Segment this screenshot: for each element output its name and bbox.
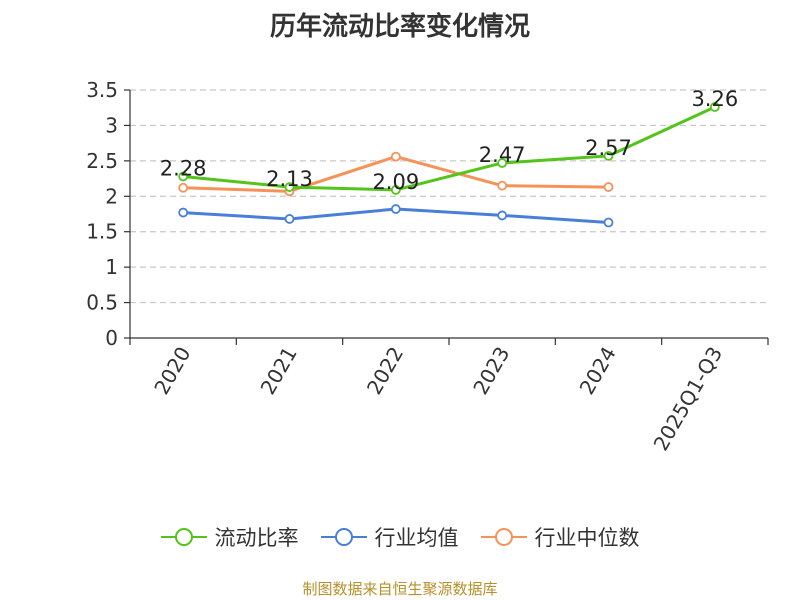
series-line — [183, 105, 716, 192]
data-label: 2.09 — [372, 170, 419, 194]
data-label: 2.47 — [479, 143, 526, 167]
x-tick-label: 2023 — [468, 342, 514, 398]
legend-marker-green — [160, 528, 207, 546]
legend-label: 行业均值 — [374, 526, 459, 550]
legend: 流动比率 行业均值 行业中位数 — [0, 520, 800, 554]
y-tick-label: 3 — [105, 113, 118, 137]
y-tick-label: 2 — [105, 184, 118, 208]
series-point — [390, 151, 401, 162]
y-tick-label: 2.5 — [86, 149, 118, 173]
legend-item-current-ratio[interactable]: 流动比率 — [160, 522, 299, 552]
legend-marker-orange — [480, 528, 527, 546]
legend-label: 流动比率 — [214, 526, 299, 550]
series-point — [497, 158, 508, 168]
source-note: 制图数据来自恒生聚源数据库 — [302, 580, 498, 598]
series-point — [178, 171, 189, 182]
series-point — [709, 102, 720, 112]
legend-item-industry-median[interactable]: 行业中位数 — [480, 522, 640, 552]
legend-item-industry-mean[interactable]: 行业均值 — [320, 522, 459, 552]
x-tick-label: 2025Q1-Q3 — [648, 343, 727, 455]
series-point — [497, 210, 508, 221]
grid-lines — [130, 89, 768, 304]
series-point — [284, 182, 295, 192]
y-tick-label: 0.5 — [86, 291, 118, 315]
x-tick-label: 2020 — [149, 343, 195, 399]
y-tick-label: 3.5 — [86, 78, 118, 102]
series-point — [178, 182, 189, 193]
series-point — [603, 150, 614, 161]
series-point — [497, 180, 508, 191]
legend-marker-blue — [320, 528, 367, 546]
data-label: 2.57 — [585, 136, 632, 160]
data-label: 3.26 — [691, 87, 738, 111]
chart-title: 历年流动比率变化情况 — [269, 12, 530, 42]
series-point — [603, 182, 614, 192]
data-labels: 2.28 2.13 2.09 2.47 2.57 3.26 — [160, 87, 738, 194]
legend-label: 行业中位数 — [534, 526, 640, 550]
x-tick-label: 2024 — [575, 343, 621, 399]
data-label: 2.28 — [160, 156, 207, 180]
y-tick-label: 1.5 — [86, 220, 118, 244]
y-tick-label: 1 — [105, 255, 118, 279]
series-point — [284, 214, 295, 224]
x-tick-label: 2022 — [362, 343, 408, 399]
axes: 0 0.5 1 1.5 2 2.5 3 3.5 2020 2021 2022 2023 2024 2025… — [86, 78, 769, 455]
series-lines — [178, 102, 720, 228]
x-tick-label: 2021 — [256, 343, 302, 399]
series-point — [178, 207, 189, 218]
y-tick-label: 0 — [105, 326, 118, 350]
series-point — [390, 204, 401, 214]
series-point — [603, 217, 614, 228]
series-point — [390, 185, 401, 195]
data-label: 2.13 — [266, 167, 313, 191]
